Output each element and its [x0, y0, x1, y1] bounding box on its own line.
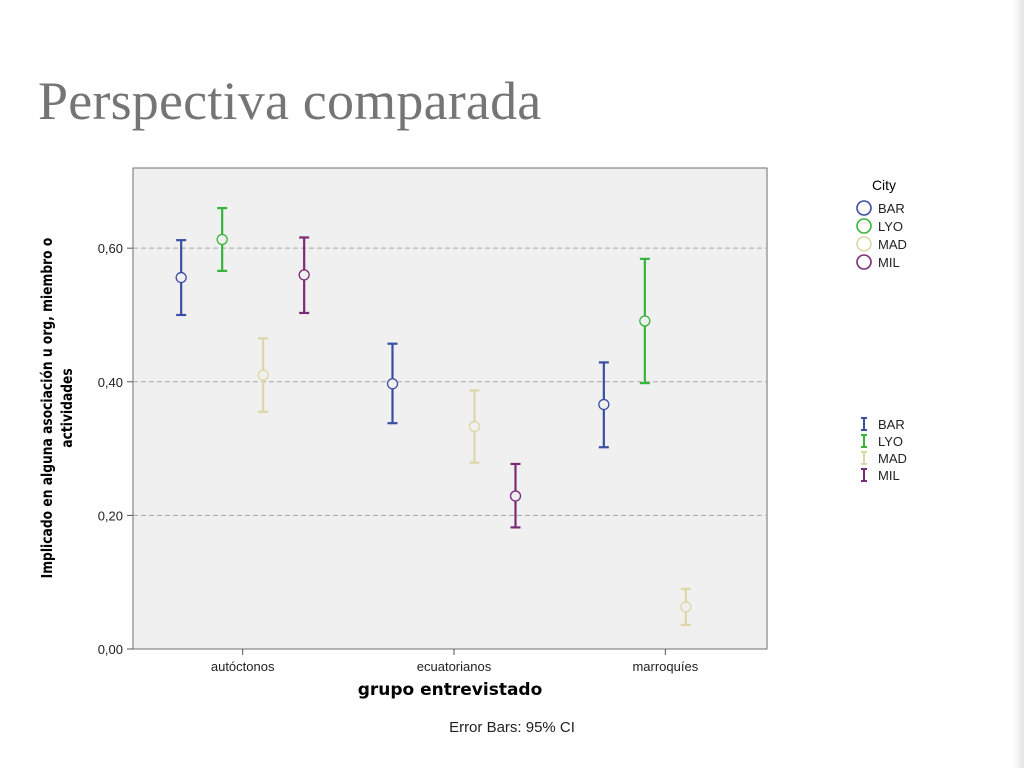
legend-label: LYO	[878, 434, 903, 449]
series-lyo	[216, 206, 651, 385]
y-tick-label: 0,20	[98, 508, 123, 523]
mean-point	[216, 233, 228, 246]
mean-point	[175, 271, 187, 284]
plot-area	[132, 167, 768, 650]
gridlines	[133, 247, 767, 516]
legend-label: MAD	[878, 451, 907, 466]
y-axis-title: Implicado en alguna asociación u org, mi…	[39, 238, 76, 579]
mean-point	[257, 369, 269, 381]
slide-edge-shadow	[1012, 0, 1024, 768]
y-tick-label: 0,60	[98, 241, 123, 256]
legend-label: LYO	[878, 219, 903, 234]
mean-point	[509, 490, 522, 502]
legend-markers: BAR LYO MAD MIL	[856, 200, 907, 270]
legend-label: BAR	[878, 417, 905, 432]
legend-error-bars: BAR LYO MAD MIL	[861, 417, 907, 483]
mean-point	[680, 601, 692, 613]
y-tick-label: 0,00	[98, 642, 123, 657]
legend-label: BAR	[878, 201, 905, 216]
x-tick-label: marroquíes	[632, 659, 698, 674]
x-axis: autóctonos ecuatorianos marroquíes	[211, 649, 699, 674]
x-tick-label: autóctonos	[211, 659, 275, 674]
x-tick-label: ecuatorianos	[417, 659, 492, 674]
mean-point	[639, 315, 651, 327]
mean-point	[598, 398, 610, 411]
slide-title: Perspectiva comparada	[38, 71, 542, 131]
mean-point	[386, 378, 399, 390]
y-axis: 0,00 0,20 0,40 0,60	[98, 241, 133, 657]
y-axis-title-line-1: Implicado en alguna asociación u org, mi…	[39, 238, 56, 579]
x-axis-title: grupo entrevistado	[358, 680, 543, 700]
legend-marker-lyo	[856, 218, 872, 234]
series-mad	[257, 337, 692, 627]
legend-label: MAD	[878, 237, 907, 252]
y-axis-title-line-2: actividades	[59, 368, 76, 447]
legend-marker-bar	[856, 200, 872, 216]
mean-point	[298, 269, 310, 281]
series-layer	[175, 206, 692, 627]
legend-marker-mad	[856, 236, 872, 252]
legend-label: MIL	[878, 468, 900, 483]
series-mil	[298, 236, 522, 529]
legend-label: MIL	[878, 255, 900, 270]
y-tick-label: 0,40	[98, 375, 123, 390]
mean-point	[468, 420, 481, 433]
footnote: Error Bars: 95% CI	[449, 719, 575, 736]
legend-title: City	[872, 177, 896, 193]
series-bar	[175, 239, 610, 449]
legend-marker-mil	[856, 254, 872, 270]
